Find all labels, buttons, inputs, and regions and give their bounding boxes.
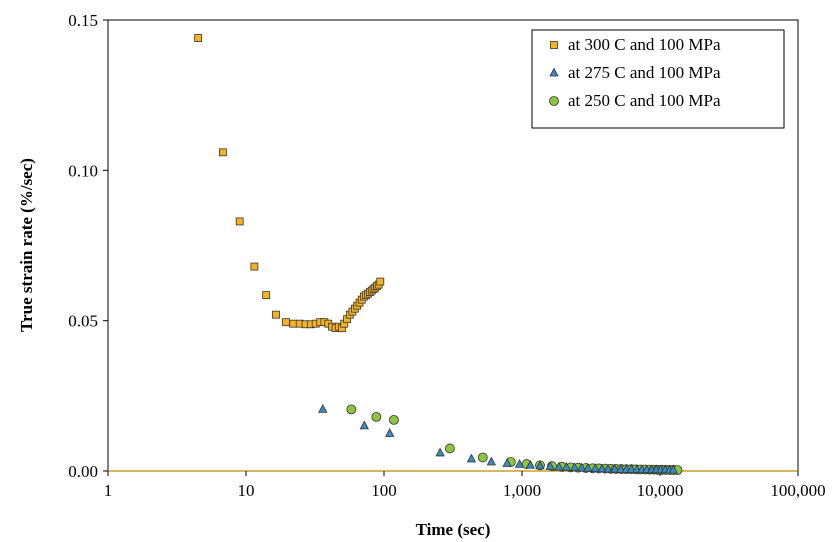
y-tick-label: 0.05 bbox=[68, 312, 98, 331]
y-axis-title: True strain rate (%/sec) bbox=[17, 158, 36, 332]
y-tick-label: 0.10 bbox=[68, 161, 98, 180]
data-point bbox=[444, 443, 455, 454]
data-point bbox=[376, 277, 385, 286]
data-point bbox=[576, 462, 587, 472]
data-point bbox=[194, 34, 203, 42]
legend: at 300 C and 100 MPa at 275 C and 100 MPa… bbox=[531, 29, 785, 129]
series-triangle bbox=[318, 404, 679, 474]
series-square bbox=[194, 34, 385, 333]
data-point bbox=[554, 461, 564, 471]
data-point bbox=[569, 462, 580, 472]
data-point bbox=[359, 420, 369, 430]
data-point bbox=[590, 463, 601, 472]
y-tick-label: 0.15 bbox=[68, 11, 98, 30]
legend-label: at 300 C and 100 MPa bbox=[568, 35, 721, 54]
x-tick-label: 100 bbox=[371, 481, 397, 500]
legend-label: at 275 C and 100 MPa bbox=[568, 63, 721, 82]
data-point bbox=[486, 456, 497, 466]
data-point bbox=[371, 411, 382, 422]
data-point bbox=[545, 461, 555, 470]
x-tick-label: 100,000 bbox=[770, 481, 825, 500]
data-point bbox=[597, 463, 607, 473]
y-tick-label: 0.00 bbox=[68, 462, 98, 481]
data-point bbox=[385, 428, 395, 437]
data-point bbox=[262, 291, 271, 300]
legend-label: at 250 C and 100 MPa bbox=[568, 91, 721, 110]
legend-marker-circle bbox=[549, 96, 559, 106]
x-tick-label: 10,000 bbox=[637, 481, 684, 500]
data-point bbox=[583, 462, 593, 472]
data-point bbox=[561, 462, 572, 471]
data-point bbox=[250, 262, 259, 271]
x-tick-label: 1 bbox=[104, 481, 113, 500]
data-point bbox=[282, 318, 290, 327]
data-point bbox=[389, 414, 399, 425]
data-point bbox=[466, 453, 477, 463]
data-point bbox=[318, 404, 328, 413]
data-point bbox=[346, 404, 357, 415]
x-tick-label: 10 bbox=[238, 481, 255, 500]
data-point bbox=[477, 452, 488, 463]
y-tick-labels: 0.00 0.05 0.10 0.15 bbox=[68, 11, 98, 481]
x-tick-labels: 1 10 100 1,000 10,000 100,000 bbox=[104, 481, 826, 500]
points-layer bbox=[194, 34, 683, 475]
data-point bbox=[289, 319, 298, 328]
legend-marker-triangle bbox=[549, 67, 559, 77]
data-point bbox=[435, 447, 445, 457]
legend-box bbox=[531, 29, 785, 129]
data-point bbox=[626, 464, 637, 473]
data-point bbox=[235, 217, 244, 226]
legend-marker-square bbox=[550, 41, 558, 49]
data-point bbox=[668, 464, 679, 474]
data-point bbox=[535, 460, 545, 470]
data-point bbox=[616, 463, 626, 473]
data-point bbox=[218, 148, 227, 157]
data-point bbox=[514, 459, 525, 468]
x-tick-label: 1,000 bbox=[503, 481, 541, 500]
x-axis-title: Time (sec) bbox=[416, 520, 491, 539]
data-point bbox=[502, 458, 512, 467]
data-point bbox=[272, 310, 280, 319]
data-point bbox=[603, 463, 613, 473]
data-point bbox=[610, 463, 620, 473]
data-point bbox=[525, 459, 536, 469]
